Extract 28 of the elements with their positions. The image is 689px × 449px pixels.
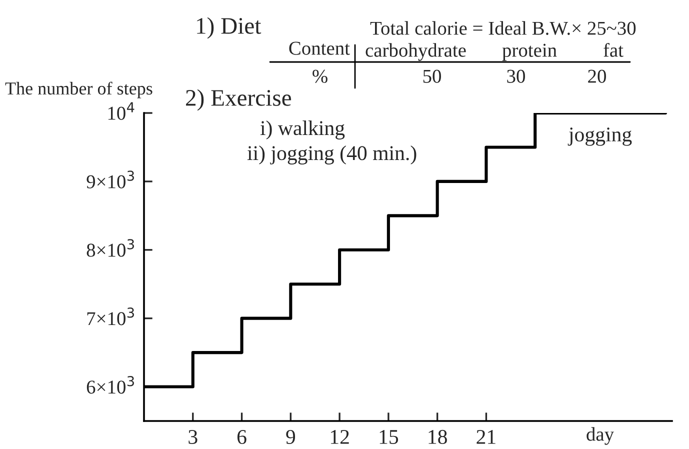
x-tick-label: 21	[476, 430, 496, 444]
x-tick-label: 18	[428, 430, 447, 444]
text: 1) Diet	[197, 17, 262, 39]
y-axis-title: The number of steps	[5, 82, 152, 98]
x-tick-label: 12	[330, 430, 349, 444]
text: Content	[289, 42, 350, 55]
x-tick-label: 6	[237, 430, 246, 444]
y-tick-label: 8×10$^{3}$	[86, 239, 134, 257]
annotation: jogging	[568, 127, 632, 146]
annotation: i) walking	[260, 120, 345, 140]
text: 30	[507, 70, 525, 83]
text: Total calorie = Ideal B.W.× 25~30	[370, 21, 636, 35]
text: %	[312, 70, 328, 83]
x-tick-label: 15	[380, 430, 398, 444]
x-tick-label: 3	[188, 430, 198, 444]
text: fat	[604, 42, 624, 57]
x-axis-title: day	[586, 427, 614, 445]
y-tick-label: 7×10$^{3}$	[87, 308, 134, 326]
y-tick-label: 6×10$^{3}$	[86, 376, 134, 394]
text: 50	[423, 70, 441, 83]
y-tick-label: 9×10$^{3}$	[86, 170, 134, 188]
text: protein	[502, 44, 557, 61]
text: 20	[588, 70, 606, 83]
text: 2) Exercise	[186, 89, 292, 111]
text: carbohydrate	[366, 43, 466, 61]
annotation: ii) jogging (40 min.)	[247, 146, 416, 164]
y-tick-label: 10$^{4}$	[108, 102, 134, 120]
x-tick-label: 9	[286, 430, 296, 444]
